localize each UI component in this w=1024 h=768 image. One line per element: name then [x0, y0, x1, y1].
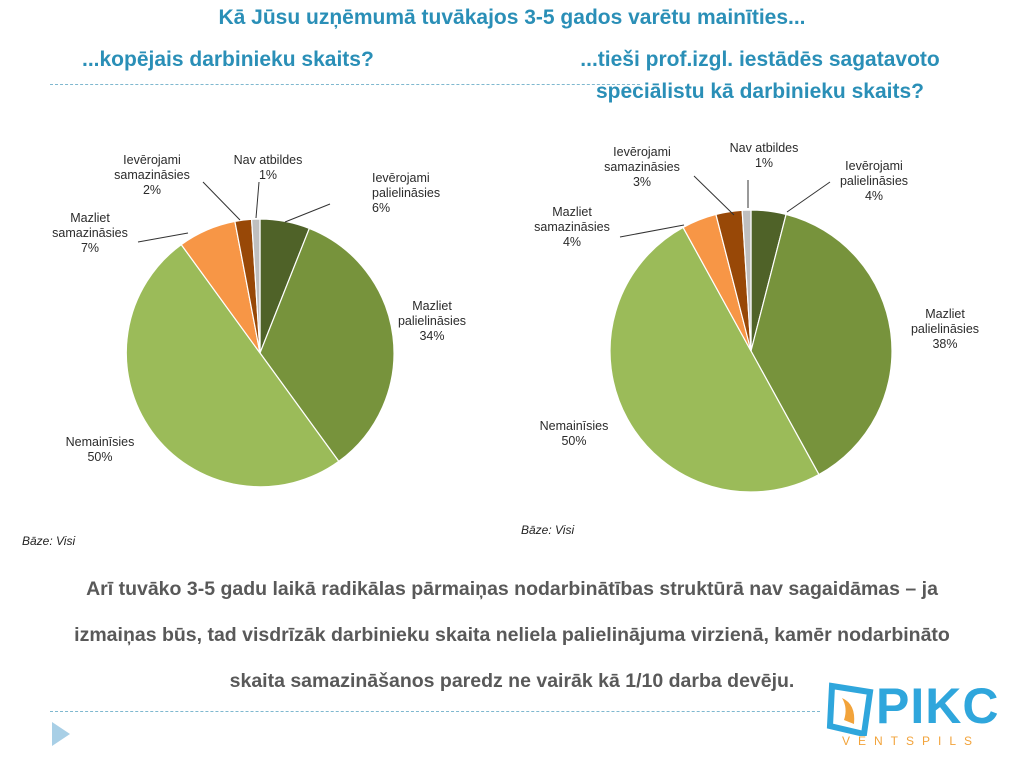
right-base-note: Bāze: Visi	[521, 523, 575, 537]
leader-line-6	[255, 181, 260, 219]
right-chart-subtitle: ...tieši prof.izgl. iestādēs sagatavoto …	[540, 44, 980, 108]
summary-line-3: skaita samazināšanos paredz ne vairāk kā…	[229, 670, 795, 692]
slice-label-2: Mazliet palielināsies 34%	[398, 299, 466, 343]
play-arrow-icon[interactable]	[52, 722, 70, 746]
slice-label-3: Nemainīsies 50%	[540, 419, 609, 448]
slice-label-5: Ievērojami samazināsies 3%	[604, 145, 680, 189]
pie-slice-3	[609, 226, 820, 493]
slice-label-4: Mazliet samazināsies 7%	[52, 211, 128, 255]
right-pie-svg: Ievērojami palielināsies 4% Mazliet palielin…	[534, 141, 979, 493]
leader-line-4	[619, 224, 685, 238]
right-subtitle-line1: ...tieši prof.izgl. iestādēs sagatavoto	[580, 48, 940, 71]
pie-slice-2	[259, 227, 395, 463]
logo-name: PIKC	[876, 678, 1000, 734]
left-base-note: Bāze: Visi	[22, 534, 76, 548]
leader-line-1	[284, 203, 331, 223]
right-pie-chart: Ievērojami palielināsies 4% Mazliet palielin…	[512, 120, 1024, 560]
leader-line-1	[786, 181, 831, 213]
leader-line-5	[693, 175, 735, 216]
slice-label-4: Mazliet samazināsies 4%	[534, 205, 610, 249]
leader-line-5	[202, 181, 241, 221]
slice-label-6: Nav atbildes 1%	[730, 141, 799, 170]
slice-label-3: Nemainīsies 50%	[66, 435, 135, 464]
logo-subtitle: VENTSPILS	[841, 734, 981, 748]
slice-label-6: Nav atbildes 1%	[234, 153, 303, 182]
left-chart-subtitle: ...kopējais darbinieku skaits?	[82, 48, 374, 71]
pie-slice-6	[741, 209, 752, 352]
leader-line-4	[137, 232, 189, 243]
bottom-divider	[50, 711, 820, 712]
pikc-logo: PIKC VENTSPILS	[826, 676, 1006, 756]
pie-slice-6	[250, 218, 261, 354]
left-pie-svg: Ievērojami palielināsies 6% Mazliet palielin…	[52, 153, 466, 488]
left-pie-chart: Ievērojami palielināsies 6% Mazliet palielin…	[0, 120, 512, 560]
logo-mark-icon	[826, 682, 874, 736]
pie-slice-2	[750, 213, 893, 476]
slice-label-1: Ievērojami palielināsies 6%	[372, 171, 440, 215]
slide-title: Kā Jūsu uzņēmumā tuvākajos 3-5 gados var…	[218, 6, 806, 29]
pie-slice-3	[125, 243, 340, 488]
slice-label-5: Ievērojami samazināsies 2%	[114, 153, 190, 197]
summary-line-2: izmaiņas būs, tad visdrīzāk darbinieku s…	[74, 624, 950, 646]
slice-label-2: Mazliet palielināsies 38%	[911, 307, 979, 351]
slice-label-1: Ievērojami palielināsies 4%	[840, 159, 908, 203]
summary-line-1: Arī tuvāko 3-5 gadu laikā radikālas pārm…	[86, 578, 938, 600]
top-divider	[50, 84, 640, 85]
right-subtitle-line2: speciālistu kā darbinieku skaits?	[596, 80, 924, 103]
